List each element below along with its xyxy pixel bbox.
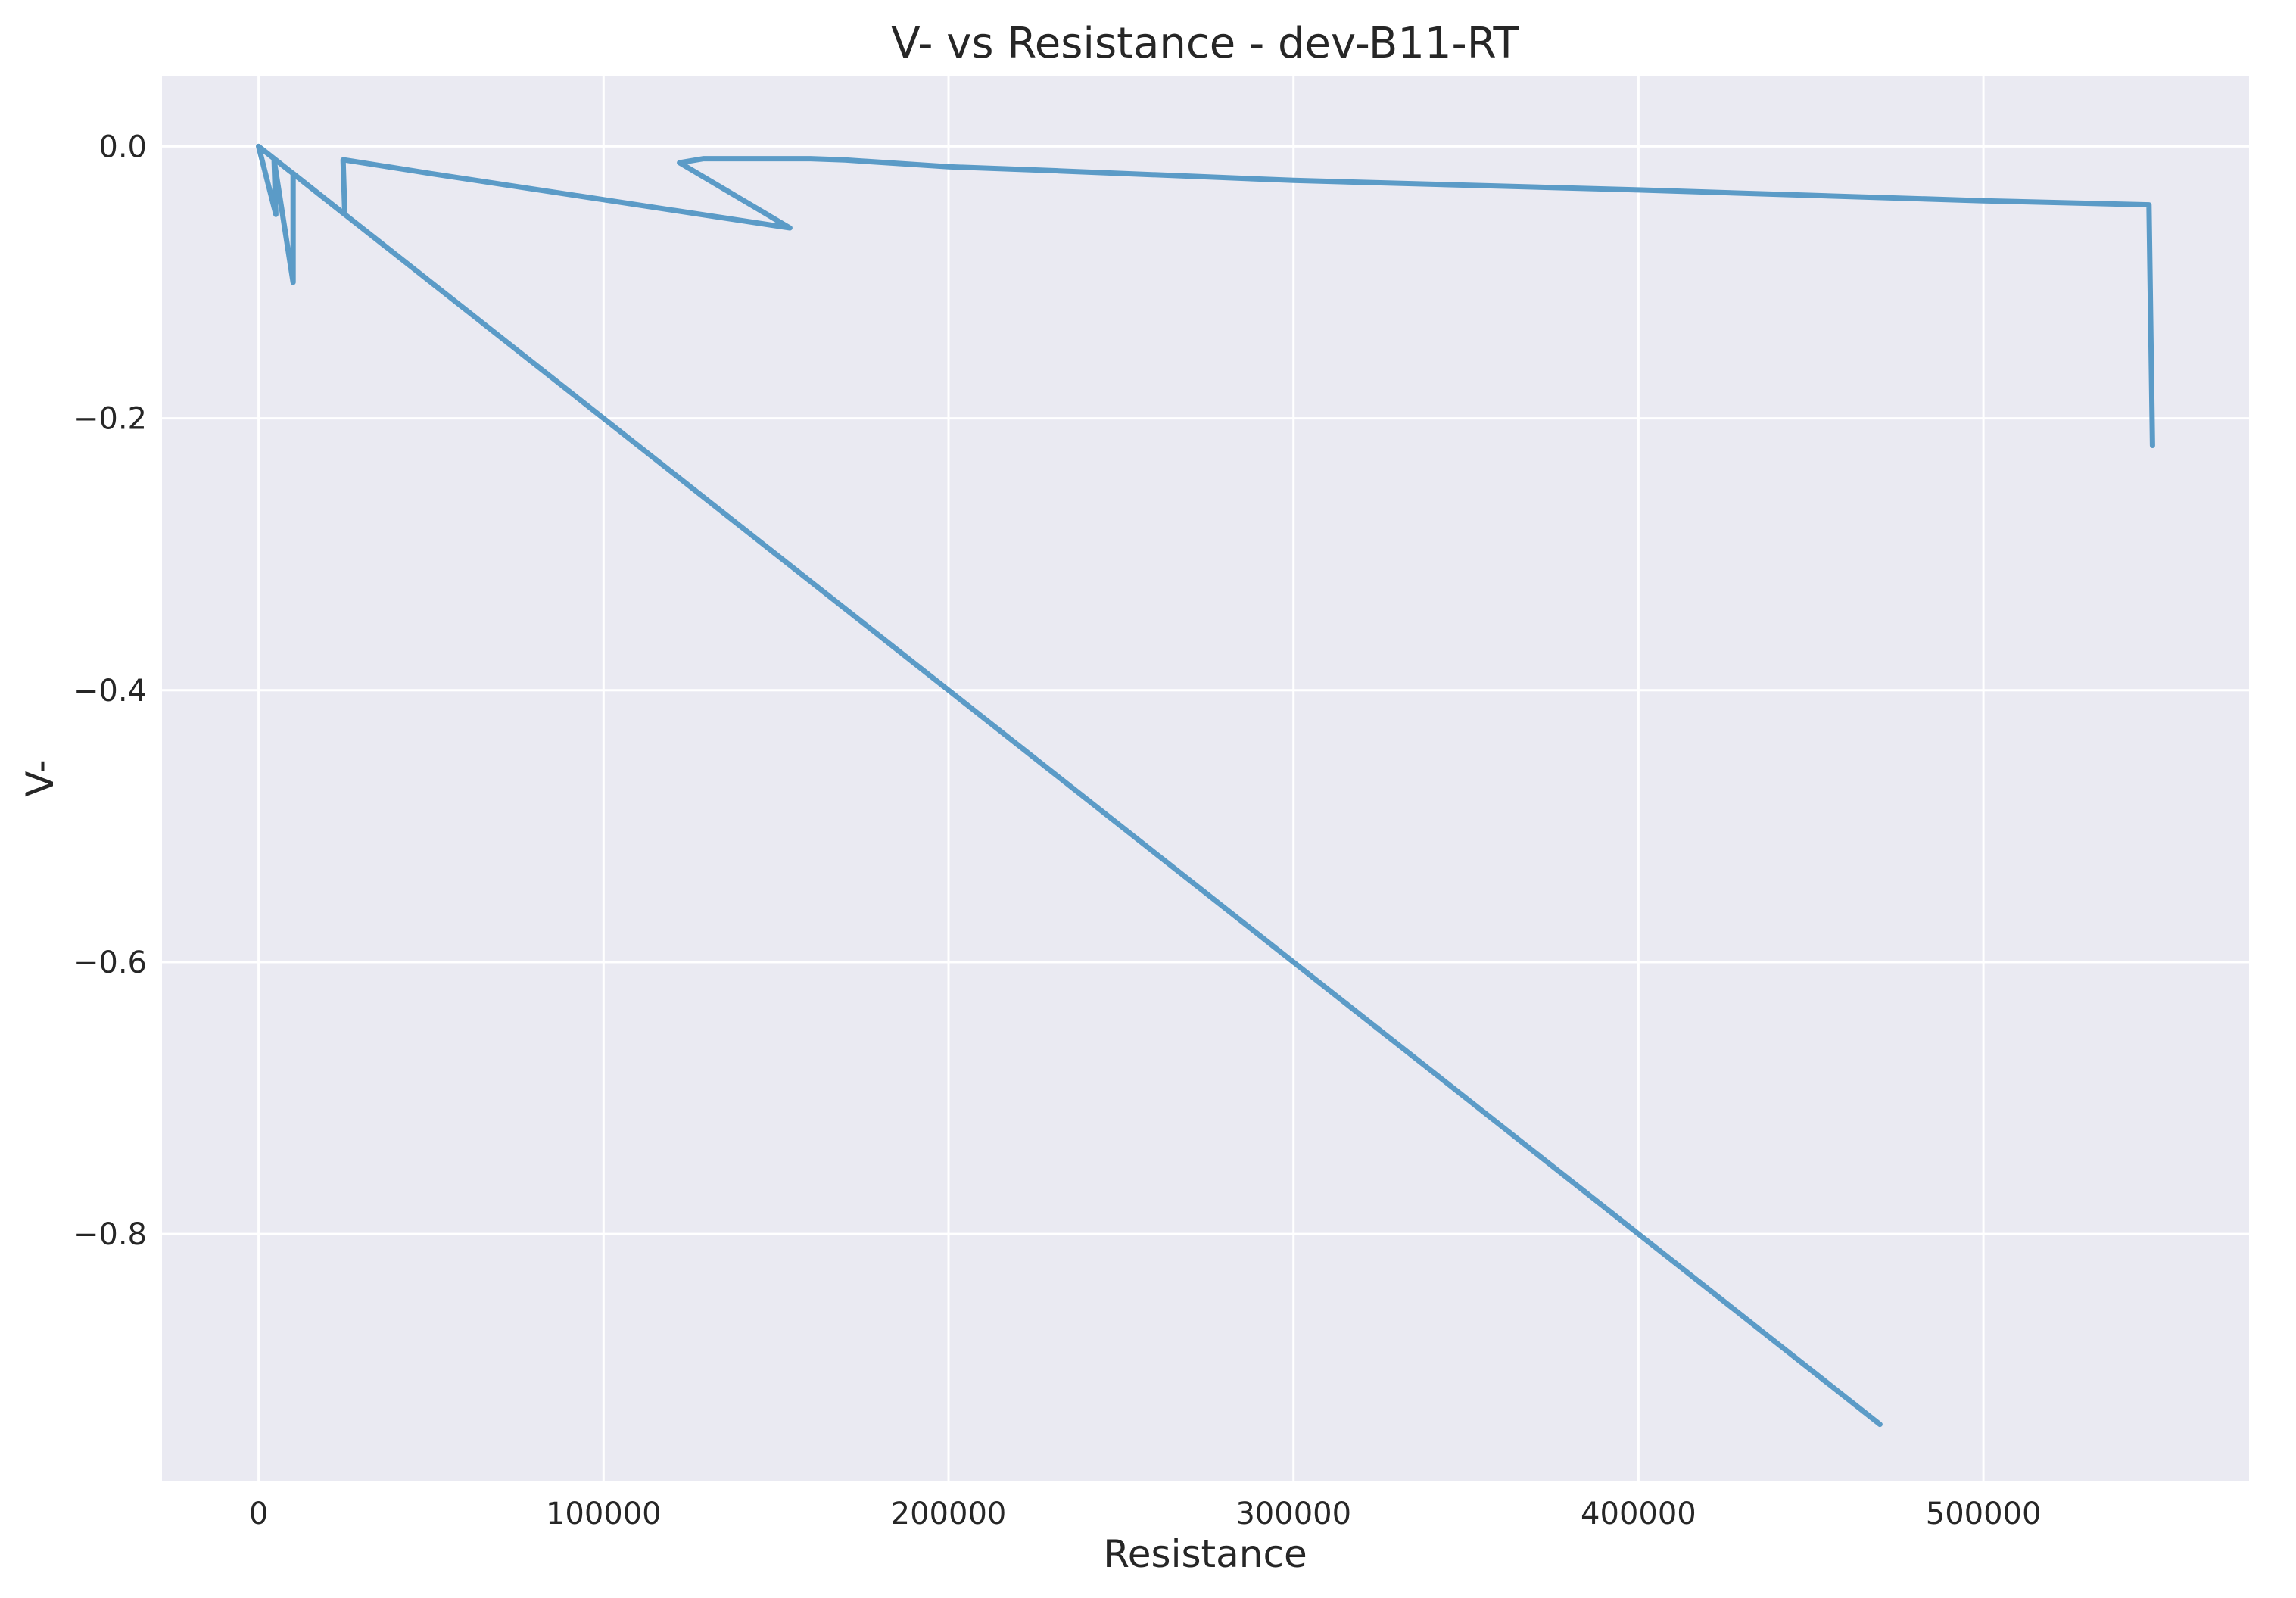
x-axis-label: Resistance bbox=[1103, 1532, 1307, 1576]
y-axis-ticks: 0.0 −0.2 −0.4 −0.6 −0.8 bbox=[73, 129, 147, 1252]
chart-title: V- vs Resistance - dev-B11-RT bbox=[891, 19, 1519, 68]
x-axis-ticks: 0 100000 200000 300000 400000 500000 bbox=[249, 1497, 2042, 1531]
y-tick-label: −0.6 bbox=[73, 945, 147, 980]
y-axis-label: V- bbox=[18, 759, 62, 796]
x-tick-label: 400000 bbox=[1581, 1497, 1696, 1531]
x-tick-label: 0 bbox=[249, 1497, 268, 1531]
grid bbox=[162, 76, 2249, 1481]
series-line-1 bbox=[256, 143, 2155, 448]
y-tick-label: −0.8 bbox=[73, 1217, 147, 1252]
y-tick-label: −0.2 bbox=[73, 402, 147, 437]
series-layer bbox=[256, 143, 2155, 1428]
x-tick-label: 300000 bbox=[1235, 1497, 1351, 1531]
y-tick-label: 0.0 bbox=[98, 129, 147, 164]
x-tick-label: 500000 bbox=[1926, 1497, 2042, 1531]
x-tick-label: 100000 bbox=[546, 1497, 662, 1531]
x-tick-label: 200000 bbox=[891, 1497, 1007, 1531]
plot-background bbox=[162, 76, 2249, 1481]
y-tick-label: −0.4 bbox=[73, 674, 147, 709]
series-line-2 bbox=[256, 143, 1883, 1428]
